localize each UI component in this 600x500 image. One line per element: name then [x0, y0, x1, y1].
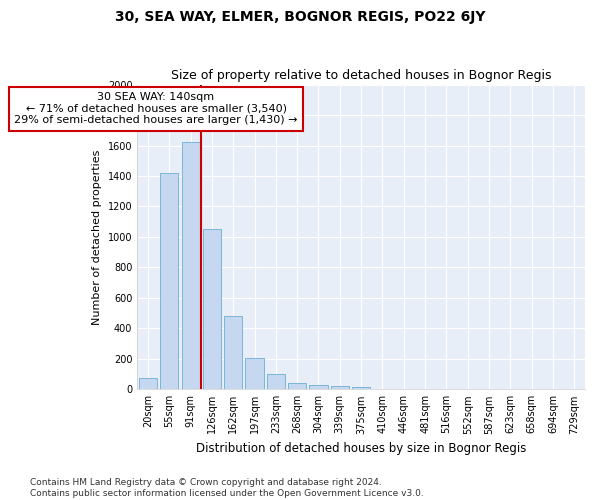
- Bar: [267, 374, 285, 390]
- Bar: [331, 386, 349, 390]
- Y-axis label: Number of detached properties: Number of detached properties: [92, 149, 102, 324]
- X-axis label: Distribution of detached houses by size in Bognor Regis: Distribution of detached houses by size …: [196, 442, 526, 455]
- Bar: [182, 142, 200, 390]
- Bar: [288, 383, 306, 390]
- Text: 30 SEA WAY: 140sqm
← 71% of detached houses are smaller (3,540)
29% of semi-deta: 30 SEA WAY: 140sqm ← 71% of detached hou…: [14, 92, 298, 126]
- Bar: [139, 378, 157, 390]
- Bar: [224, 316, 242, 390]
- Text: 30, SEA WAY, ELMER, BOGNOR REGIS, PO22 6JY: 30, SEA WAY, ELMER, BOGNOR REGIS, PO22 6…: [115, 10, 485, 24]
- Bar: [310, 384, 328, 390]
- Bar: [203, 230, 221, 390]
- Bar: [160, 173, 178, 390]
- Bar: [352, 387, 370, 390]
- Text: Contains HM Land Registry data © Crown copyright and database right 2024.
Contai: Contains HM Land Registry data © Crown c…: [30, 478, 424, 498]
- Bar: [245, 358, 263, 390]
- Title: Size of property relative to detached houses in Bognor Regis: Size of property relative to detached ho…: [171, 69, 551, 82]
